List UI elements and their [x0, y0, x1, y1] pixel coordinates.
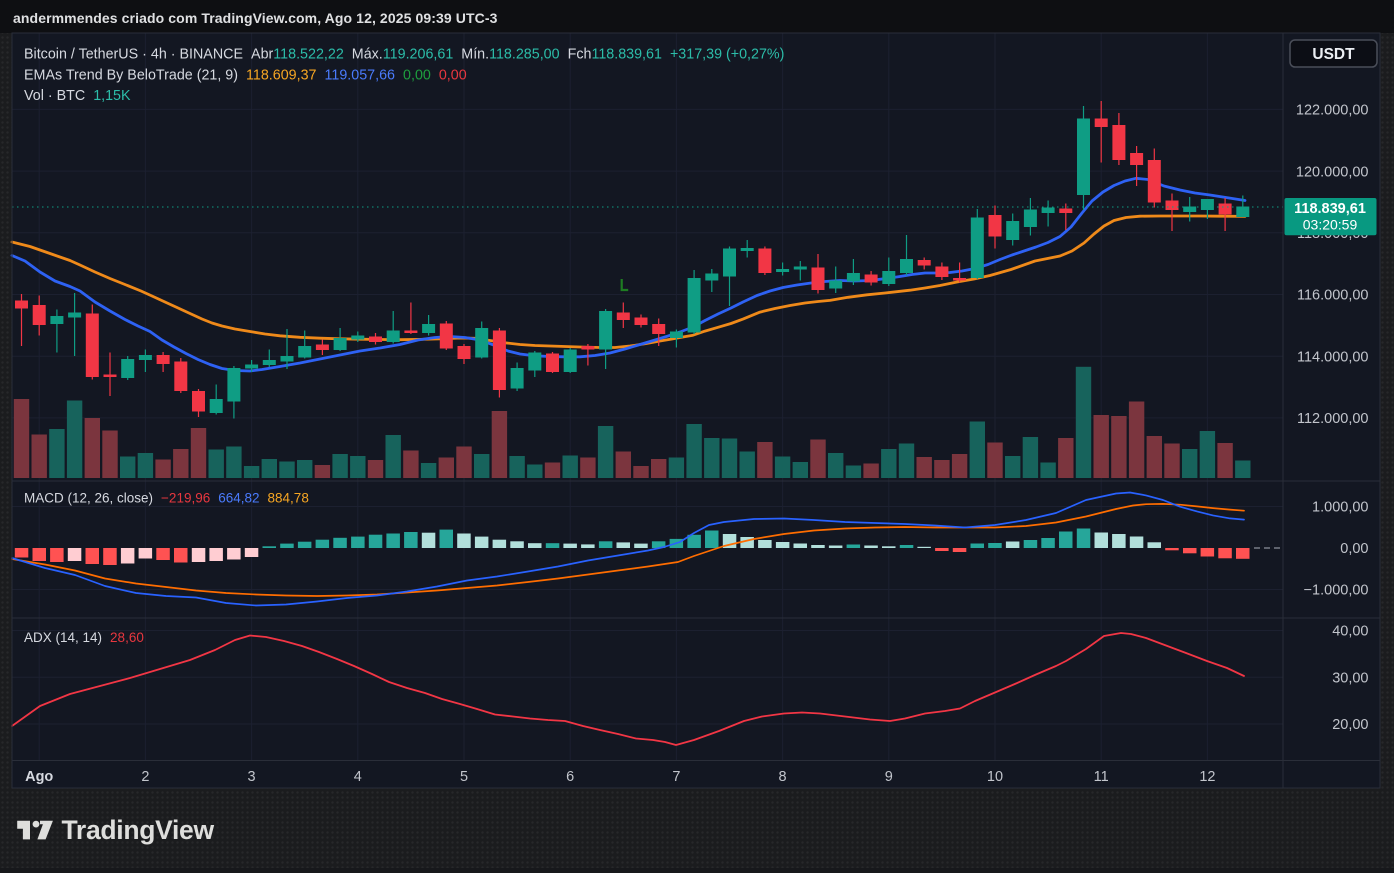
svg-text:2: 2 [141, 769, 149, 785]
svg-text:8: 8 [779, 769, 787, 785]
svg-text:112.000,00: 112.000,00 [1297, 411, 1369, 427]
svg-text:6: 6 [566, 769, 574, 785]
svg-text:USDT: USDT [1312, 46, 1355, 63]
svg-text:ADX (14, 14)28,60: ADX (14, 14) 28,60 [24, 630, 144, 645]
svg-text:9: 9 [885, 769, 893, 785]
svg-text:EMAs Trend By BeloTrade (21, 9: EMAs Trend By BeloTrade (21, 9) 118.609,3… [24, 68, 467, 84]
svg-text:40,00: 40,00 [1332, 624, 1368, 640]
svg-text:Ago: Ago [25, 769, 53, 785]
svg-text:5: 5 [460, 769, 468, 785]
svg-text:118.839,61: 118.839,61 [1294, 201, 1366, 217]
svg-text:20,00: 20,00 [1332, 717, 1368, 733]
svg-text:122.000,00: 122.000,00 [1296, 103, 1369, 119]
svg-text:03:20:59: 03:20:59 [1303, 217, 1358, 233]
svg-text:7: 7 [672, 769, 680, 785]
svg-text:116.000,00: 116.000,00 [1297, 288, 1369, 304]
svg-text:10: 10 [987, 769, 1003, 785]
svg-text:4: 4 [354, 769, 362, 785]
svg-text:114.000,00: 114.000,00 [1297, 349, 1369, 365]
svg-text:11: 11 [1094, 769, 1109, 785]
svg-text:−1.000,00: −1.000,00 [1304, 583, 1369, 599]
svg-text:30,00: 30,00 [1332, 671, 1368, 687]
svg-text:TradingView: TradingView [62, 815, 215, 845]
svg-text:1.000,00: 1.000,00 [1312, 500, 1368, 516]
svg-text:120.000,00: 120.000,00 [1296, 164, 1369, 180]
svg-text:0,00: 0,00 [1340, 541, 1368, 557]
svg-text:12: 12 [1199, 769, 1215, 785]
svg-text:3: 3 [248, 769, 256, 785]
svg-text:Bitcoin / TetherUS · 4h · BINA: Bitcoin / TetherUS · 4h · BINANCE Abr118.… [24, 47, 784, 63]
